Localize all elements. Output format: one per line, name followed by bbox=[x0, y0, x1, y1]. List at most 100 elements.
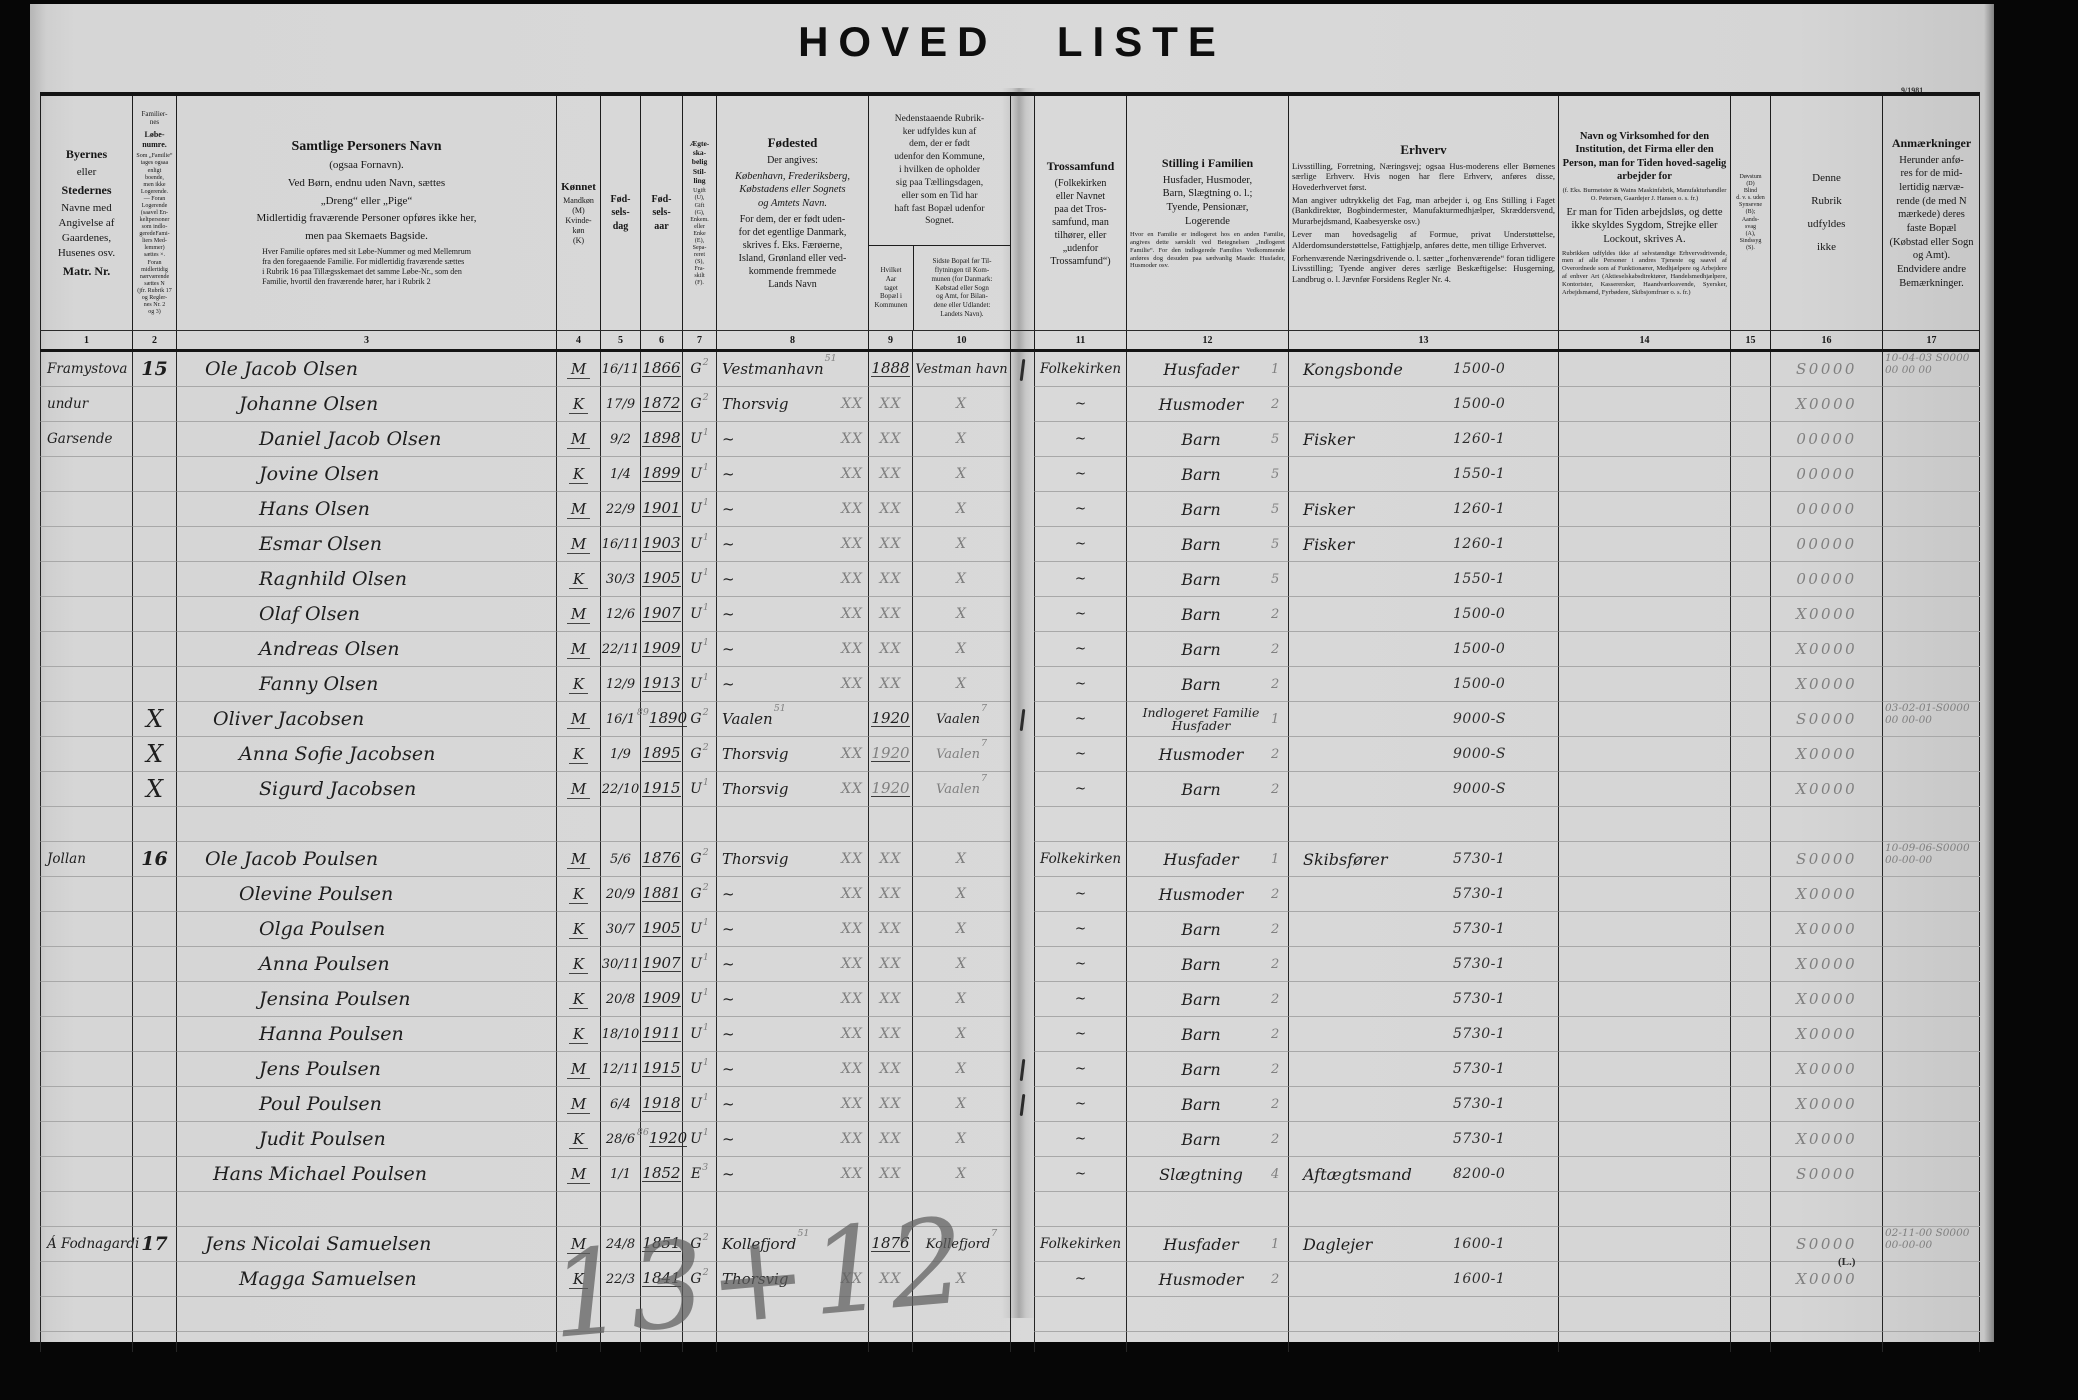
cell-fold bbox=[1010, 877, 1034, 912]
cell-sex: M bbox=[556, 1087, 600, 1122]
cell-fold bbox=[1010, 842, 1034, 877]
cell-remarks: 03-02-01-S0000 00 00-00 bbox=[1882, 702, 1980, 737]
cell-year-settled: XX bbox=[868, 1052, 912, 1087]
cell-disability bbox=[1730, 1157, 1770, 1192]
cell-disability bbox=[1730, 1052, 1770, 1087]
cell-last-residence: Vestman havn bbox=[912, 352, 1010, 387]
cell-birthyear: 1907 bbox=[640, 597, 682, 632]
cell-lobenr bbox=[132, 912, 176, 947]
cell-code: 00000 bbox=[1770, 527, 1882, 562]
cell-employer bbox=[1558, 1087, 1730, 1122]
cell-code: X0000 bbox=[1770, 877, 1882, 912]
cell-code: S0000 bbox=[1770, 702, 1882, 737]
cell-birthyear: 1851 bbox=[640, 1227, 682, 1262]
cell-employer bbox=[1558, 1122, 1730, 1157]
cell-occupation: Daglejer 1600-1 bbox=[1288, 1227, 1558, 1262]
cell-code bbox=[1770, 1192, 1882, 1227]
cell-place bbox=[40, 597, 132, 632]
cell-lobenr: 17 bbox=[132, 1227, 176, 1262]
cell-year-settled: 1920 bbox=[868, 737, 912, 772]
cell-position: Husmoder 2 bbox=[1126, 737, 1288, 772]
cell-employer bbox=[1558, 842, 1730, 877]
cell-year-settled: XX bbox=[868, 632, 912, 667]
cell-code: 00000 bbox=[1770, 422, 1882, 457]
cell-faith bbox=[1034, 1192, 1126, 1227]
cell-birthyear: 1899 bbox=[640, 457, 682, 492]
cell-name: Fanny Olsen bbox=[176, 667, 556, 702]
cell-remarks: 02-11-00 S0000 00-00-00 bbox=[1882, 1227, 1980, 1262]
table-row: Hanna Poulsen K 18/10 1911 U 1 ~ XX XX X ~ Barn 2 573… bbox=[40, 1017, 1980, 1052]
cell-marital bbox=[682, 1297, 716, 1332]
cell-birthplace: ~ XX bbox=[716, 1157, 868, 1192]
cell-fold bbox=[1010, 562, 1034, 597]
cell-faith: ~ bbox=[1034, 667, 1126, 702]
cell-position: Slægtning 4 bbox=[1126, 1157, 1288, 1192]
cell-position: Barn 2 bbox=[1126, 912, 1288, 947]
cell-disability bbox=[1730, 702, 1770, 737]
column-number: 1 bbox=[40, 331, 132, 349]
cell-birthday: 16/1 bbox=[600, 702, 640, 737]
col-header-disability: Døvstum (D) Blind d. v. s. uden Synsevne… bbox=[1730, 96, 1770, 330]
cell-faith: Folkekirken bbox=[1034, 352, 1126, 387]
cell-last-residence bbox=[912, 1192, 1010, 1227]
cell-employer bbox=[1558, 562, 1730, 597]
cell-position: Barn 2 bbox=[1126, 1017, 1288, 1052]
column-number: 16 bbox=[1770, 331, 1882, 349]
cell-sex: K bbox=[556, 737, 600, 772]
cell-birthyear bbox=[640, 1297, 682, 1332]
cell-remarks bbox=[1882, 912, 1980, 947]
cell-sex: K bbox=[556, 1122, 600, 1157]
cell-birthyear: 1918 bbox=[640, 1087, 682, 1122]
cell-sex: M bbox=[556, 527, 600, 562]
cell-sex: M bbox=[556, 597, 600, 632]
cell-name bbox=[176, 1297, 556, 1332]
cell-birthplace: Vestmanhavn51 bbox=[716, 352, 868, 387]
cell-employer bbox=[1558, 947, 1730, 982]
table-row: Olevine Poulsen K 20/9 1881 G 2 ~ XX XX X ~ Husmode… bbox=[40, 877, 1980, 912]
cell-lobenr: X bbox=[132, 702, 176, 737]
cell-employer bbox=[1558, 457, 1730, 492]
cell-last-residence: X bbox=[912, 1017, 1010, 1052]
cell-position: Barn 5 bbox=[1126, 527, 1288, 562]
cell-sex: M bbox=[556, 1227, 600, 1262]
cell-disability bbox=[1730, 1017, 1770, 1052]
cell-last-residence: X bbox=[912, 912, 1010, 947]
table-row bbox=[40, 1332, 1979, 1352]
fold-gap bbox=[1010, 331, 1034, 349]
cell-birthplace: Thorsvig XX bbox=[716, 1262, 868, 1297]
cell-place bbox=[40, 1052, 132, 1087]
cell-occupation bbox=[1288, 1297, 1558, 1332]
paper-edge-shadow bbox=[1984, 4, 1994, 1342]
cell-birthplace: ~ XX bbox=[716, 1017, 868, 1052]
cell-birthyear: 1913 bbox=[640, 667, 682, 702]
cell-birthyear: 1915 bbox=[640, 772, 682, 807]
cell-place bbox=[40, 772, 132, 807]
cell-lobenr bbox=[132, 492, 176, 527]
cell-faith: ~ bbox=[1034, 1262, 1126, 1297]
cell-place bbox=[40, 457, 132, 492]
cell-position: Barn 2 bbox=[1126, 1087, 1288, 1122]
cell-last-residence: X bbox=[912, 842, 1010, 877]
col-header-residence: Nedenstaaende Rubrik- ker udfyldes kun a… bbox=[868, 96, 1010, 330]
cell-birthyear: 1911 bbox=[640, 1017, 682, 1052]
cell-last-residence: X bbox=[912, 597, 1010, 632]
cell-marital bbox=[682, 807, 716, 842]
cell-disability bbox=[1730, 667, 1770, 702]
cell-employer bbox=[1558, 1262, 1730, 1297]
cell-name: Esmar Olsen bbox=[176, 527, 556, 562]
cell-occupation: 1500-0 bbox=[1288, 632, 1558, 667]
table-row: Garsende Daniel Jacob Olsen M 9/2 1898 U 1 ~ XX X… bbox=[40, 422, 1980, 457]
col-header-marital: Ægte- ska- belig Stil- ling Ugift (U), G… bbox=[682, 96, 716, 330]
cell-last-residence: X bbox=[912, 632, 1010, 667]
cell-occupation: 9000-S bbox=[1288, 772, 1558, 807]
